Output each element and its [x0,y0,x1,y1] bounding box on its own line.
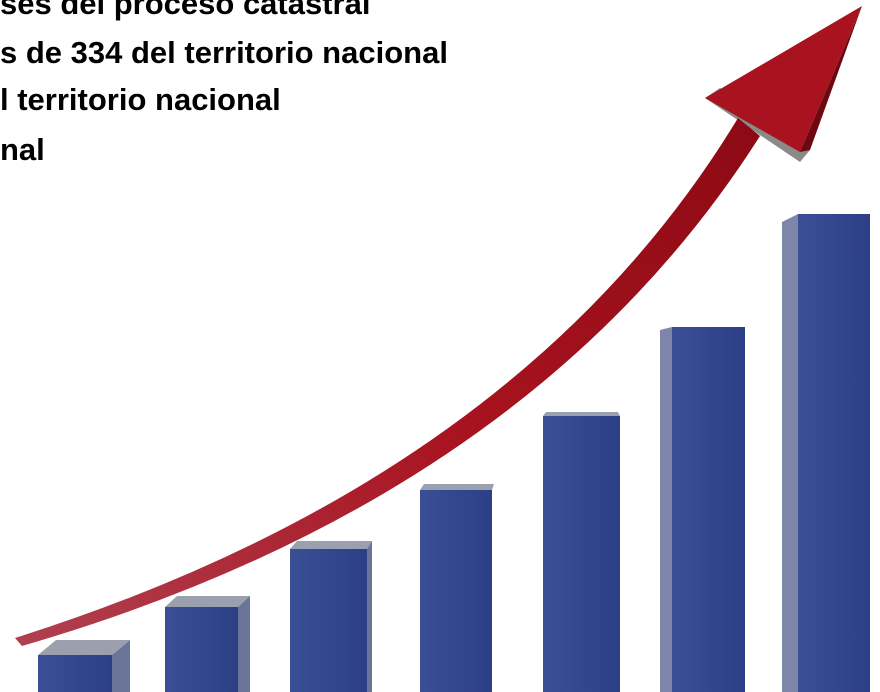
bar [782,214,870,692]
bars [38,214,870,692]
bar [165,596,250,692]
arrow [15,6,862,646]
bar [290,541,372,692]
text-line: ses del proceso catastral [0,0,371,21]
bar [38,640,130,692]
text-line: l territorio nacional [0,82,281,117]
text-line: s de 334 del territorio nacional [0,35,448,70]
text-line: nal [0,132,45,167]
bar [660,327,745,692]
bar [420,484,494,692]
bar [543,412,620,692]
